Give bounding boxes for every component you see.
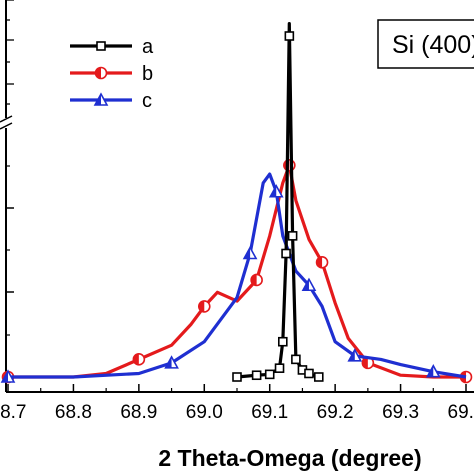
- series-a-marker: [284, 31, 295, 41]
- series-b-line: [8, 163, 466, 379]
- x-tick-label: 68.9: [120, 402, 157, 423]
- x-tick-label: 69.4: [448, 402, 474, 423]
- series-a-marker: [287, 231, 298, 241]
- annotation-label: Si (400): [392, 31, 474, 59]
- series-b-marker-fill: [133, 353, 139, 365]
- x-tick-label: 69.2: [317, 402, 354, 423]
- annotation-box: Si (400): [377, 19, 474, 69]
- legend-item-a: a: [70, 36, 154, 58]
- series-a-marker: [304, 368, 314, 379]
- x-tick-label: 69.1: [251, 402, 288, 423]
- series-a-marker: [232, 372, 242, 382]
- series-b-marker-fill: [251, 274, 257, 286]
- axis-break-mark-1: [0, 115, 13, 123]
- x-tick-label: 69.3: [382, 402, 419, 423]
- legend-label-a: a: [142, 36, 154, 58]
- x-axis-ticks: 68.7 68.8 68.9 69.0 69.1 69.2 69.3 69.4: [0, 384, 474, 423]
- series-c-marker-fill: [165, 356, 172, 368]
- series-c: [0, 172, 467, 383]
- series-c-marker-fill: [270, 185, 277, 197]
- legend-item-c: c: [70, 90, 152, 112]
- legend-label-b: b: [142, 63, 153, 85]
- series-layer: [0, 22, 473, 384]
- series-c-marker-fill: [348, 349, 355, 361]
- series-a-marker: [96, 41, 106, 51]
- legend: abc: [70, 36, 154, 112]
- series-c-marker-fill: [2, 371, 8, 382]
- legend-item-b: b: [70, 63, 153, 85]
- series-a-marker: [313, 372, 324, 382]
- x-tick-label: 68.8: [55, 402, 92, 423]
- x-tick-label: 68.7: [0, 402, 26, 423]
- series-c-marker-fill: [95, 94, 101, 105]
- series-b: [1, 158, 473, 384]
- series-c-marker-fill: [427, 365, 434, 377]
- series-a-marker: [281, 248, 291, 259]
- x-tick-label: 69.0: [186, 402, 223, 423]
- series-a-marker: [264, 369, 275, 380]
- series-a-marker: [277, 336, 288, 347]
- series-b-marker-fill: [95, 67, 101, 79]
- series-c-line: [8, 172, 467, 379]
- series-b-marker-fill: [362, 357, 368, 369]
- series-a-marker: [291, 354, 301, 365]
- legend-label-c: c: [142, 90, 152, 112]
- axis-break-mark-2: [0, 122, 13, 130]
- series-a-marker: [251, 370, 262, 381]
- series-b-marker-fill: [316, 256, 323, 268]
- series-b-marker-fill: [198, 300, 205, 312]
- series-a-marker: [274, 363, 285, 373]
- series-a: [232, 22, 324, 382]
- series-c-marker-fill: [302, 279, 309, 291]
- x-axis-title: 2 Theta-Omega (degree): [158, 445, 421, 471]
- series-c-marker-fill: [244, 247, 251, 259]
- annotation-box-frame: [377, 19, 474, 69]
